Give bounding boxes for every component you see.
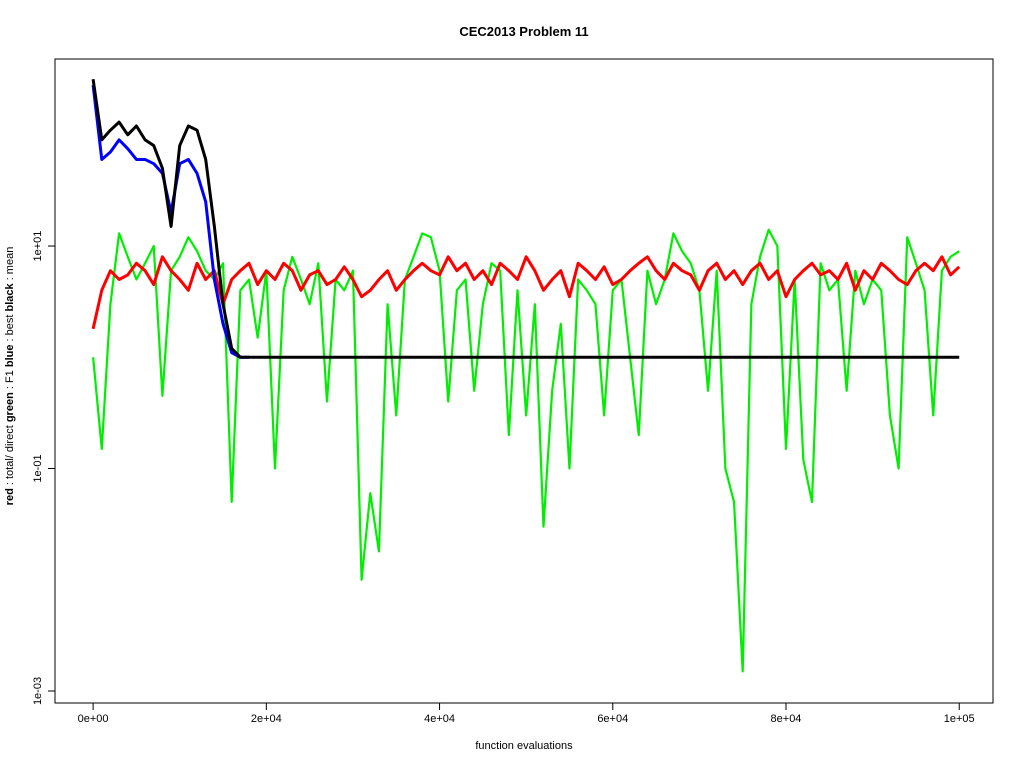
x-tick-label: 1e+05 xyxy=(944,713,975,725)
y-axis-label-part: : mean xyxy=(4,247,16,284)
x-axis-label: function evaluations xyxy=(475,740,573,752)
series-line xyxy=(91,78,960,359)
y-axis-label-part: : best xyxy=(4,311,16,344)
x-tick-label: 2e+04 xyxy=(251,713,282,725)
y-axis-label-part: green xyxy=(4,392,16,422)
y-tick-label: 1e-03 xyxy=(32,677,44,705)
x-tick-label: 6e+04 xyxy=(597,713,628,725)
y-axis-label-part: blue xyxy=(4,345,16,368)
x-tick-label: 8e+04 xyxy=(771,713,802,725)
y-tick-label: 1e-01 xyxy=(32,454,44,482)
x-tick-label: 4e+04 xyxy=(424,713,455,725)
chart-title: CEC2013 Problem 11 xyxy=(459,24,588,39)
y-axis-label-part: red xyxy=(4,488,16,505)
series-line xyxy=(92,228,960,673)
y-axis-label-part: : total/ direct xyxy=(4,422,16,488)
y-axis-label-part: black xyxy=(4,282,16,311)
y-tick-label: 1e+01 xyxy=(32,231,44,262)
series-line xyxy=(91,255,961,330)
y-axis-label: red : total/ direct green : F1 blue : be… xyxy=(4,247,16,506)
y-axis-label-part: : F1 xyxy=(4,367,16,392)
x-tick-label: 0e+00 xyxy=(78,713,109,725)
